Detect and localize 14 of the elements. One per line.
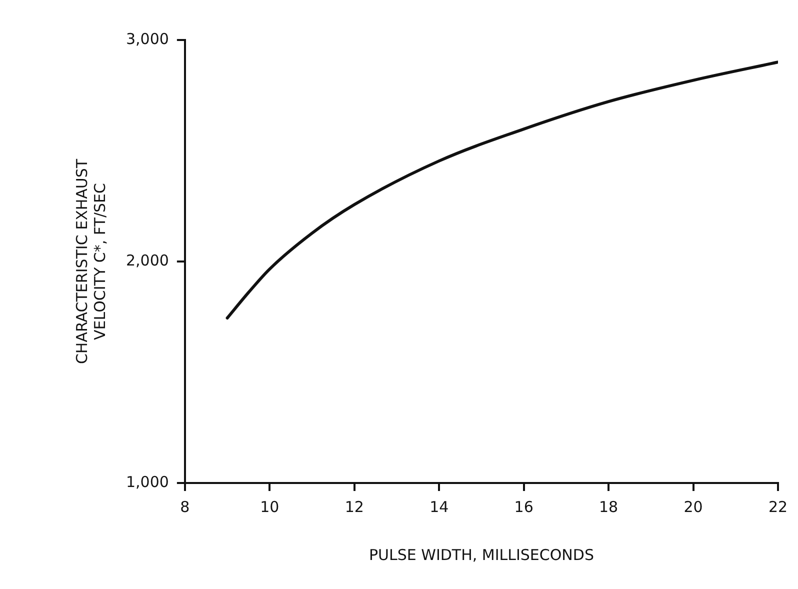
x-tick-label: 14 bbox=[430, 498, 449, 516]
y-axis-title: CHARACTERISTIC EXHAUST VELOCITY C*, FT/SEC bbox=[72, 158, 109, 364]
x-tick-label: 12 bbox=[344, 498, 364, 516]
x-tick-label: 18 bbox=[599, 498, 618, 516]
x-tick-label: 16 bbox=[514, 498, 534, 516]
x-tick-label: 22 bbox=[768, 498, 788, 516]
x-tick-label: 20 bbox=[684, 498, 703, 516]
line-series bbox=[226, 60, 778, 320]
y-tick-label: 1,000 bbox=[126, 472, 169, 491]
x-tick-label: 10 bbox=[260, 498, 280, 516]
y-tick-label: 2,000 bbox=[126, 251, 169, 270]
x-tick-label: 8 bbox=[180, 498, 190, 516]
y-tick-label: 3,000 bbox=[126, 30, 169, 48]
x-axis-title: PULSE WIDTH, MILLISECONDS bbox=[368, 546, 594, 564]
